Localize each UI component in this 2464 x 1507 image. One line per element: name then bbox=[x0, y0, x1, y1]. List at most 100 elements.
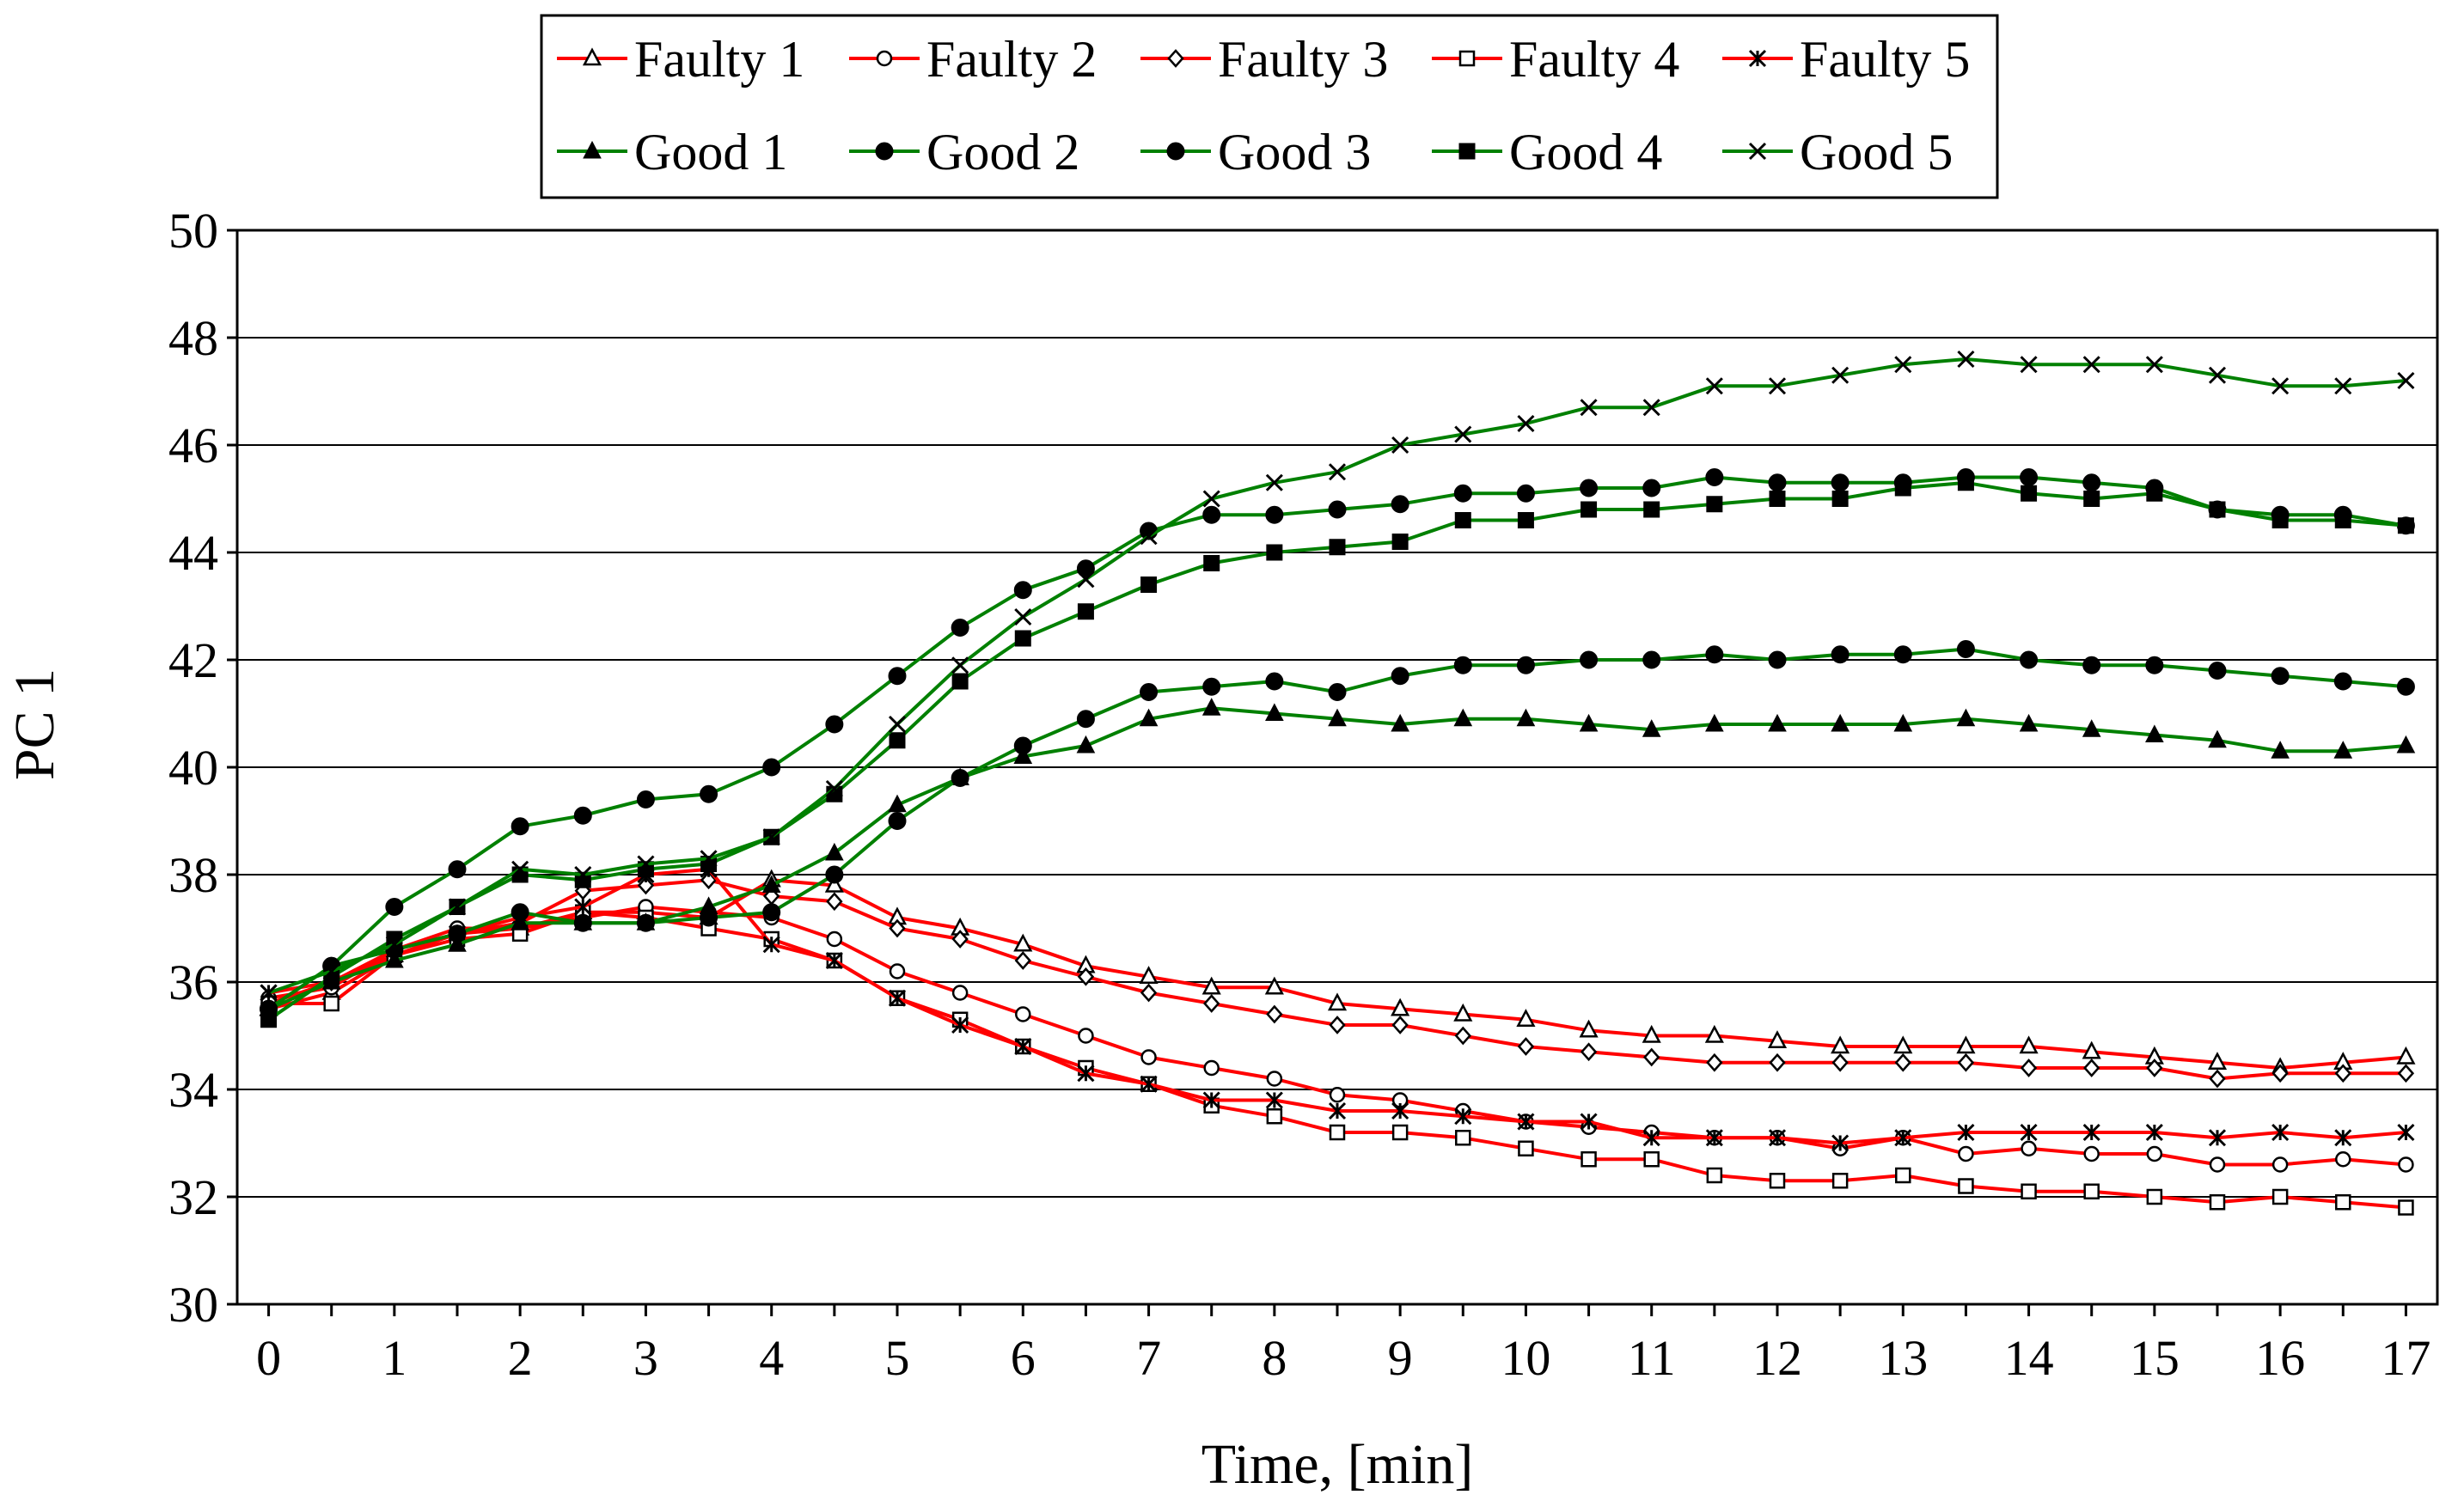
data-point bbox=[1329, 1087, 1346, 1103]
series-good-5 bbox=[260, 350, 2415, 1002]
data-point bbox=[1391, 1124, 1409, 1141]
data-point bbox=[1957, 1123, 1975, 1142]
data-point bbox=[1894, 356, 1912, 374]
data-point bbox=[1643, 1151, 1660, 1168]
data-point bbox=[1201, 976, 1221, 995]
x-tick-label: 4 bbox=[759, 1330, 784, 1386]
data-point bbox=[260, 984, 278, 1002]
data-point bbox=[2019, 1035, 2039, 1054]
data-point bbox=[1266, 1071, 1283, 1087]
data-point bbox=[2271, 1188, 2289, 1205]
data-point bbox=[1956, 1035, 1976, 1054]
data-point bbox=[951, 769, 969, 787]
data-point bbox=[1265, 703, 1284, 721]
data-point bbox=[2271, 667, 2290, 686]
legend-label: Faulty 5 bbox=[1800, 31, 1970, 88]
data-point bbox=[2208, 1129, 2227, 1147]
legend-items: Faulty 1 Faulty 2 Faulty 3 Faulty 4 Faulty 5… bbox=[557, 31, 1970, 180]
data-point bbox=[323, 995, 339, 1012]
data-point bbox=[2146, 1145, 2163, 1162]
data-point bbox=[1203, 555, 1220, 571]
legend-label: Good 2 bbox=[926, 124, 1079, 180]
data-point bbox=[1202, 505, 1221, 524]
data-point bbox=[1139, 708, 1159, 727]
series-line-good-4 bbox=[267, 480, 2406, 1022]
data-point bbox=[1580, 479, 1599, 497]
data-point bbox=[888, 794, 907, 813]
data-point bbox=[1580, 650, 1599, 669]
data-point bbox=[1831, 366, 1850, 384]
legend-item: Faulty 1 bbox=[557, 31, 804, 88]
x-tick-label: 8 bbox=[1262, 1330, 1287, 1386]
data-point bbox=[1958, 1178, 1974, 1194]
data-point bbox=[385, 949, 404, 968]
legend-label: Faulty 3 bbox=[1218, 31, 1388, 88]
data-point bbox=[1265, 505, 1284, 524]
data-point bbox=[2083, 1059, 2100, 1077]
data-point bbox=[1458, 50, 1476, 67]
data-point bbox=[2082, 1040, 2101, 1059]
data-point bbox=[1076, 559, 1095, 578]
x-tick-label: 15 bbox=[2130, 1330, 2180, 1386]
data-point bbox=[824, 874, 844, 893]
data-point bbox=[2020, 356, 2038, 374]
data-point bbox=[1328, 500, 1347, 519]
x-tick-label: 7 bbox=[1136, 1330, 1161, 1386]
data-point bbox=[2271, 512, 2289, 528]
data-point bbox=[1516, 708, 1536, 727]
data-point bbox=[1391, 495, 1409, 514]
data-point bbox=[1140, 1049, 1157, 1065]
legend-label: Good 4 bbox=[1509, 124, 1662, 180]
data-point bbox=[448, 934, 467, 952]
data-point bbox=[511, 817, 529, 836]
data-point bbox=[1893, 1035, 1913, 1054]
data-point bbox=[825, 842, 844, 861]
data-point bbox=[2020, 1123, 2038, 1142]
data-point bbox=[1014, 630, 1031, 647]
data-point bbox=[2333, 672, 2352, 691]
data-point bbox=[1768, 1129, 1787, 1147]
data-point bbox=[1643, 1047, 1660, 1067]
data-point bbox=[700, 784, 718, 803]
legend-label: Faulty 2 bbox=[926, 31, 1097, 88]
data-point bbox=[1579, 1019, 1599, 1038]
data-point bbox=[1516, 656, 1535, 674]
data-point bbox=[1014, 607, 1032, 626]
x-tick-label: 12 bbox=[1752, 1330, 1802, 1386]
y-tick-label: 46 bbox=[168, 418, 218, 473]
data-point bbox=[1831, 1173, 1849, 1189]
data-point bbox=[1706, 1167, 1723, 1184]
data-point bbox=[1705, 713, 1724, 732]
data-point bbox=[1453, 1003, 1473, 1022]
data-point bbox=[2207, 1052, 2228, 1070]
data-point bbox=[1453, 484, 1472, 503]
data-point bbox=[1264, 976, 1284, 995]
series-faulty-4 bbox=[260, 904, 2414, 1216]
y-axis-title: PC 1 bbox=[3, 668, 66, 780]
data-point bbox=[2334, 512, 2351, 528]
data-point bbox=[2020, 650, 2039, 669]
data-point bbox=[2208, 729, 2227, 748]
data-point bbox=[1455, 1130, 1471, 1146]
data-point bbox=[1517, 512, 1534, 528]
data-point bbox=[700, 870, 718, 890]
data-point bbox=[888, 812, 907, 830]
data-point bbox=[2208, 662, 2227, 680]
data-point bbox=[583, 140, 602, 159]
data-point bbox=[2082, 719, 2101, 737]
data-point bbox=[2209, 501, 2226, 518]
data-point bbox=[1894, 479, 1911, 497]
data-point bbox=[1013, 581, 1032, 600]
data-point bbox=[1769, 1173, 1786, 1189]
data-point bbox=[888, 715, 907, 734]
data-point bbox=[1894, 1052, 1911, 1072]
data-point bbox=[2082, 356, 2100, 374]
gridlines bbox=[237, 337, 2437, 1198]
data-point bbox=[1329, 1016, 1346, 1034]
data-point bbox=[825, 779, 843, 798]
data-point bbox=[1894, 1129, 1912, 1147]
data-point bbox=[1642, 1024, 1661, 1043]
data-point bbox=[2271, 741, 2290, 759]
data-point bbox=[1517, 1113, 1535, 1131]
data-point bbox=[889, 963, 906, 979]
